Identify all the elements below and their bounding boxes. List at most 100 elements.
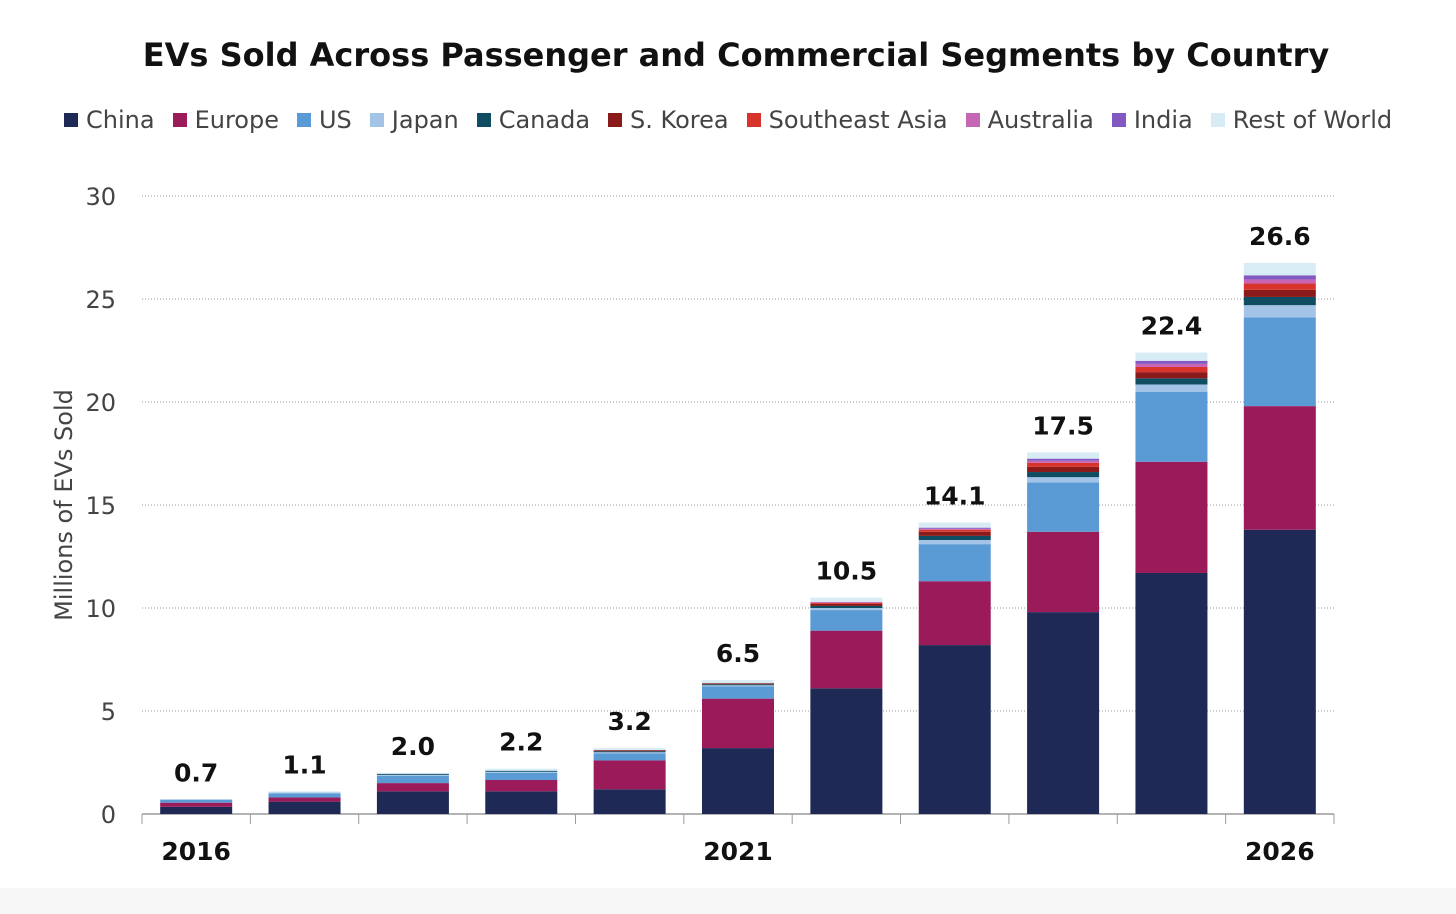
y-tick-label: 5: [101, 698, 116, 726]
legend-swatch: [1210, 113, 1225, 127]
x-tick-label: 2021: [703, 837, 773, 866]
bar-segment-rest-of-world: [1027, 452, 1100, 459]
bar-segment-us: [376, 775, 449, 784]
y-axis-label: Millions of EVs Sold: [50, 389, 78, 621]
bar-segment-japan: [1243, 305, 1316, 318]
legend-item: Europe: [172, 106, 279, 134]
bar-segment-canada: [1135, 378, 1208, 385]
bar-segment-europe: [918, 581, 991, 646]
legend-swatch: [172, 113, 187, 127]
bar-segment-china: [1135, 572, 1208, 814]
legend-swatch: [369, 113, 384, 127]
bar-segment-rest-of-world: [918, 522, 991, 528]
chart-legend: China Europe US Japan Canada S. Korea Southeas…: [64, 106, 1416, 134]
total-data-label: 2.0: [391, 732, 435, 761]
bar-segment-europe: [702, 698, 774, 749]
legend-swatch: [965, 113, 980, 127]
bar-segment-japan: [376, 774, 449, 776]
legend-item: Canada: [476, 106, 591, 134]
bar-segment-japan: [485, 771, 558, 773]
bar-segment-rest-of-world: [1135, 352, 1208, 361]
x-tick-label: 2026: [1245, 837, 1315, 866]
bar-segment-rest-of-world: [485, 768, 558, 771]
total-data-label: 22.4: [1141, 312, 1203, 341]
legend-label: China: [86, 106, 155, 134]
total-data-label: 26.6: [1249, 222, 1311, 251]
bar-segment-india: [1027, 458, 1100, 461]
bar-segment-europe: [810, 630, 883, 689]
bar-segment-europe: [1027, 531, 1100, 613]
bar-segment-japan: [702, 685, 774, 687]
bar-segment-us: [160, 799, 233, 803]
bar-segment-china: [160, 806, 233, 814]
bar-segment-europe: [593, 760, 666, 790]
bar-segment-china: [1243, 529, 1316, 814]
y-tick-label: 15: [85, 492, 116, 520]
bar-segment-australia: [918, 528, 991, 530]
y-tick-label: 0: [101, 801, 116, 829]
bar-segment-china: [810, 688, 883, 814]
bar-segment-india: [918, 527, 991, 529]
total-data-label: 3.2: [607, 707, 651, 736]
bar-segment-australia: [810, 601, 883, 603]
legend-label: US: [318, 106, 352, 134]
bar-segment-us: [485, 772, 558, 781]
bar-segment-canada: [1243, 296, 1316, 306]
bar-segment-japan: [1135, 384, 1208, 392]
total-data-label: 17.5: [1032, 411, 1094, 440]
bar-segment-rest-of-world: [702, 680, 774, 684]
legend-label: Rest of World: [1232, 106, 1393, 134]
legend-swatch: [64, 113, 78, 127]
legend-swatch: [608, 113, 623, 127]
chart-title: EVs Sold Across Passenger and Commercial…: [142, 36, 1330, 74]
bar-segment-southeast-asia: [918, 529, 991, 532]
legend-item: US: [296, 106, 352, 134]
y-tick-label: 30: [85, 183, 116, 211]
bar-segment-s-korea: [1243, 289, 1316, 297]
bar-segment-s-korea: [702, 683, 774, 685]
bar-segment-china: [268, 801, 341, 814]
bar-segment-china: [1027, 612, 1100, 814]
legend-item: Rest of World: [1210, 106, 1393, 134]
bar-segment-rest-of-world: [810, 597, 883, 602]
legend-swatch: [746, 113, 761, 127]
total-data-label: 14.1: [924, 482, 986, 511]
bar-segment-us: [810, 610, 883, 631]
bar-segment-southeast-asia: [1135, 366, 1208, 373]
bar-segment-europe: [268, 797, 341, 802]
bar-segment-australia: [1243, 279, 1316, 284]
bar-segment-canada: [810, 605, 883, 608]
legend-label: India: [1133, 106, 1193, 134]
total-data-label: 6.5: [716, 639, 760, 668]
bar-segment-canada: [702, 684, 774, 686]
bar-segment-rest-of-world: [593, 748, 666, 751]
total-data-label: 0.7: [174, 759, 218, 788]
bar-segment-japan: [593, 752, 666, 754]
legend-label: Japan: [391, 106, 459, 134]
legend-item: Australia: [965, 106, 1094, 134]
legend-item: China: [64, 106, 155, 134]
y-tick-label: 20: [85, 389, 116, 417]
bar-segment-china: [376, 791, 449, 814]
bar-segment-us: [593, 753, 666, 761]
legend-label: Canada: [498, 106, 591, 134]
bar-segment-japan: [810, 608, 883, 611]
x-tick-label: 2016: [161, 837, 231, 866]
bar-segment-japan: [918, 540, 991, 545]
total-data-label: 1.1: [282, 750, 326, 779]
bar-segment-s-korea: [593, 750, 666, 752]
legend-label: S. Korea: [630, 106, 729, 134]
bar-segment-japan: [1027, 477, 1100, 483]
legend-item: Japan: [369, 106, 459, 134]
total-data-label: 10.5: [816, 557, 878, 586]
bar-segment-us: [1135, 391, 1208, 462]
legend-item: S. Korea: [608, 106, 729, 134]
bar-segment-us: [918, 544, 991, 582]
legend-swatch: [476, 113, 491, 127]
bar-segment-canada: [1027, 472, 1100, 478]
bar-segment-canada: [485, 770, 558, 772]
legend-swatch: [296, 113, 311, 127]
bar-segment-china: [485, 791, 558, 814]
bar-segment-southeast-asia: [1027, 462, 1100, 467]
